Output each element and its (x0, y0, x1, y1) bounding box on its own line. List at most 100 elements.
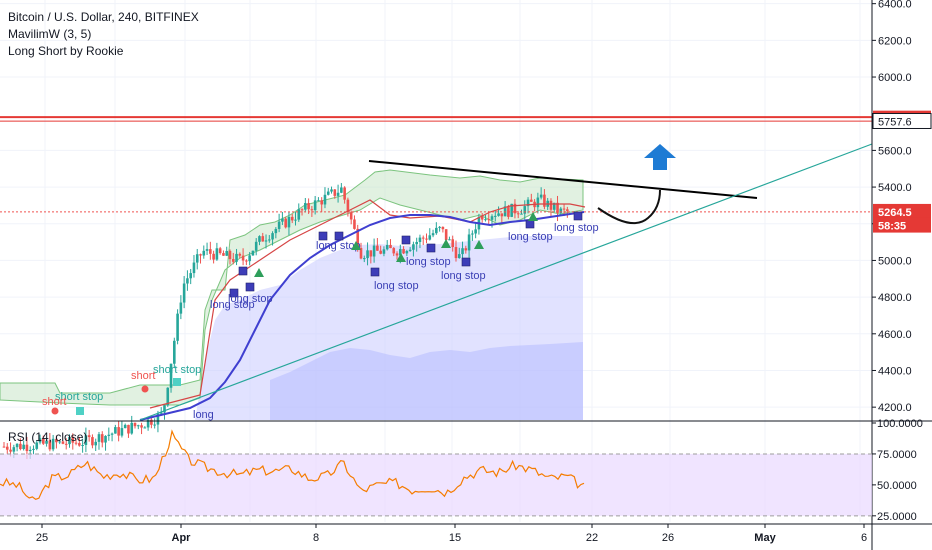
candle-body (192, 262, 196, 274)
price-tag-background (872, 112, 932, 129)
candle-body (35, 442, 39, 449)
rsi-axis-label: 25.0000 (877, 511, 917, 523)
long-stop-label: long stop (441, 270, 486, 282)
candle-body (19, 443, 22, 450)
long-signal-triangle (528, 212, 538, 221)
candle-body (205, 249, 209, 251)
candle-body (32, 448, 35, 450)
candle-body (389, 244, 392, 249)
candle-body (402, 249, 405, 254)
candle-body (399, 249, 402, 256)
symbol-title[interactable]: Bitcoin / U.S. Dollar, 240, BITFINEX (8, 10, 199, 24)
candle-body (61, 441, 65, 444)
candle-body (25, 444, 29, 452)
candle-body (467, 234, 471, 251)
candle-body (369, 250, 373, 257)
candle-body (45, 440, 48, 444)
candle-body (461, 248, 464, 255)
candle-body (333, 189, 337, 196)
candle-body (287, 216, 291, 228)
candle-body (300, 209, 304, 211)
candle-body (418, 237, 422, 242)
candle-body (471, 233, 474, 235)
price-axis-label: 5600.0 (878, 145, 912, 157)
candle-body (241, 255, 245, 261)
candle-body (87, 435, 91, 438)
candle-body (566, 209, 569, 212)
candle-body (346, 199, 350, 213)
candle-body (510, 203, 513, 217)
candle-body (110, 433, 114, 435)
candle-body (91, 437, 94, 446)
indicator-mavilimw-label[interactable]: MavilimW (3, 5) (8, 27, 92, 41)
candle-body (258, 236, 261, 242)
candle-body (136, 425, 140, 427)
candle-body (130, 422, 134, 434)
candle-body (228, 250, 232, 260)
candle-body (356, 228, 360, 248)
long-signal-triangle (351, 241, 361, 250)
long-signal-triangle (441, 239, 451, 248)
candle-body (408, 249, 412, 252)
candle-body (379, 250, 382, 254)
candle-body (457, 254, 461, 259)
candle-body (281, 218, 284, 222)
candle-body (274, 228, 278, 234)
candle-body (238, 253, 242, 256)
candle-body (349, 212, 353, 220)
candle-body (415, 241, 418, 245)
price-axis-label: 4600.0 (878, 329, 912, 341)
time-axis-label: Apr (172, 532, 192, 544)
candle-body (64, 443, 68, 445)
candle-body (513, 203, 517, 214)
rsi-axis-label: 50.0000 (877, 480, 917, 492)
price-tag-background (873, 217, 931, 233)
candle-body (209, 249, 212, 254)
candle-body (215, 248, 219, 260)
price-axis-label: 4800.0 (878, 292, 912, 304)
rsi-indicator-label[interactable]: RSI (14, close) (8, 430, 88, 444)
long-stop-label: long stop (406, 256, 451, 268)
long-stop-marker (426, 243, 436, 253)
long-stop-label: long stop (508, 231, 553, 243)
candle-body (153, 424, 156, 426)
rsi-line (0, 429, 585, 500)
candle-body (372, 245, 376, 257)
candle-body (143, 427, 147, 429)
candle-body (55, 438, 58, 443)
candle-body (362, 258, 366, 260)
candle-body (71, 436, 75, 443)
long-stop-marker (401, 235, 411, 245)
candle-body (277, 221, 281, 229)
candle-body (245, 260, 248, 262)
candle-body (431, 233, 435, 236)
time-axis-label: 15 (449, 532, 461, 544)
projection-curve (597, 189, 661, 225)
candle-body (484, 219, 487, 221)
candle-body (559, 208, 563, 213)
indicator-longshort-label[interactable]: Long Short by Rookie (8, 44, 124, 58)
time-axis-label: 22 (586, 532, 598, 544)
candle-body (9, 449, 12, 452)
candle-body (156, 413, 160, 425)
candle-body (235, 253, 238, 262)
candle-body (307, 203, 310, 210)
long-signal-triangle (254, 268, 264, 277)
candle-body (5, 446, 9, 450)
candle-body (330, 189, 333, 192)
long-stop-marker (461, 257, 471, 267)
candle-body (552, 202, 556, 210)
long-stop-label: long stop (554, 222, 599, 234)
price-axis-label: 5000.0 (878, 255, 912, 267)
candle-body (385, 244, 389, 250)
candle-body (58, 441, 61, 443)
candle-body (179, 302, 183, 314)
candle-body (500, 213, 504, 217)
candle-body (127, 424, 130, 434)
candle-body (146, 419, 150, 428)
candle-body (267, 239, 271, 241)
candle-body (359, 247, 363, 259)
candle-body (195, 254, 199, 263)
candle-body (78, 443, 81, 446)
